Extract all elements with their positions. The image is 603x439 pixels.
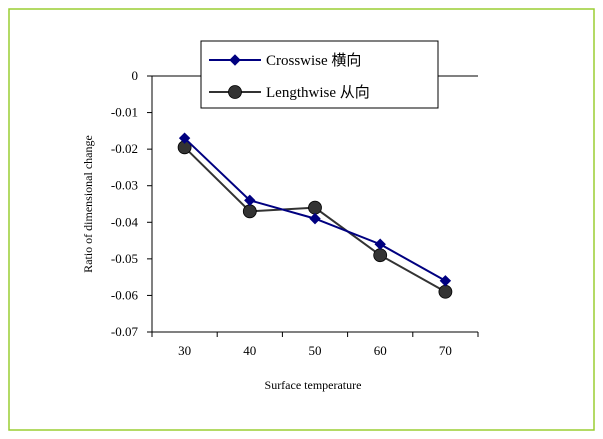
lengthwise-data-point — [308, 200, 322, 215]
crosswise-data-point — [439, 275, 452, 287]
crosswise-data-point — [309, 212, 321, 225]
legend-box — [200, 40, 439, 109]
x-tick-label: 30 — [178, 343, 191, 358]
x-tick-label: 60 — [374, 343, 387, 358]
x-tick-label: 50 — [309, 343, 322, 358]
legend-crosswise-marker — [229, 54, 241, 66]
y-tick-label: -0.02 — [111, 141, 138, 156]
lengthwise-data-point — [373, 248, 388, 263]
y-tick-label: -0.01 — [111, 105, 138, 120]
y-tick-label: -0.07 — [111, 324, 139, 339]
plot-area: 0 -0.01 -0.02 -0.03 -0.04 -0.05 -0.06 -0.07 30 40… — [111, 68, 479, 358]
legend-lengthwise-label: Lengthwise 从向 — [266, 84, 370, 101]
legend-crosswise-label: Crosswise 横向 — [266, 52, 361, 69]
x-tick-label: 70 — [439, 343, 452, 358]
y-axis-title: Ratio of dimensional change — [81, 135, 95, 273]
crosswise-data-point — [244, 194, 256, 207]
x-tick-label: 40 — [243, 343, 256, 358]
lengthwise-data-point — [242, 204, 257, 219]
y-tick-label: -0.03 — [111, 178, 138, 193]
y-tick-label: -0.06 — [111, 287, 139, 302]
y-tick-label: 0 — [132, 68, 139, 83]
y-tick-label: -0.05 — [111, 251, 138, 266]
x-axis-title: Surface temperature — [265, 378, 362, 392]
lengthwise-data-point — [438, 284, 453, 299]
y-tick-label: -0.04 — [111, 214, 139, 229]
legend-lengthwise-marker — [228, 85, 242, 99]
legend: Crosswise 横向 Lengthwise 从向 — [200, 40, 439, 109]
crosswise-data-point — [178, 132, 191, 144]
crosswise-data-point — [374, 238, 386, 250]
